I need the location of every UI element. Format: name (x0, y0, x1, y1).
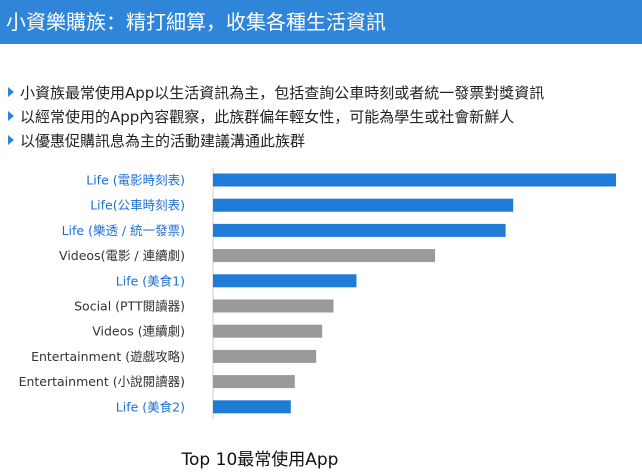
category-label: Life (電影時刻表) (86, 173, 185, 188)
bar-chart: Life (電影時刻表) Life(公車時刻表) Life (樂透 / 統一發票) V… (19, 168, 616, 419)
bar (213, 198, 514, 212)
bullet-item: 以經常使用的App內容觀察，此族群偏年輕女性，可能為學生或社會新鮮人 (8, 104, 638, 128)
category-label: Videos(電影 / 連續劇) (59, 248, 185, 263)
page-title: 小資樂購族：精打細算，收集各種生活資訊 (0, 0, 642, 44)
bar (213, 223, 506, 237)
category-label: Entertainment (小說閱讀器) (19, 374, 185, 389)
category-label: Life (美食2) (116, 399, 185, 414)
bullet-text: 小資族最常使用App以生活資訊為主，包括查詢公車時刻或者統一發票對獎資訊 (20, 83, 545, 102)
category-label: Life (樂透 / 統一發票) (62, 223, 185, 238)
triangle-bullet-icon (8, 87, 14, 97)
bar (213, 324, 323, 338)
bar (213, 349, 317, 363)
bar (213, 375, 295, 389)
bar (213, 299, 334, 313)
category-label: Life(公車時刻表) (90, 198, 185, 213)
bullet-item: 以優惠促購訊息為主的活動建議溝通此族群 (8, 128, 638, 152)
bullet-item: 小資族最常使用App以生活資訊為主，包括查詢公車時刻或者統一發票對獎資訊 (8, 80, 638, 104)
category-label: Social (PTT閱讀器) (74, 299, 185, 314)
bar (213, 173, 616, 187)
triangle-bullet-icon (8, 111, 14, 121)
bar (213, 400, 291, 414)
bullet-text: 以經常使用的App內容觀察，此族群偏年輕女性，可能為學生或社會新鮮人 (20, 107, 515, 126)
chart-title: Top 10最常使用App (181, 450, 339, 470)
category-label: Videos (連續劇) (92, 324, 185, 339)
category-label: Entertainment (遊戲攻略) (31, 349, 185, 364)
triangle-bullet-icon (8, 135, 14, 145)
category-label: Life (美食1) (116, 273, 185, 288)
bullet-list: 小資族最常使用App以生活資訊為主，包括查詢公車時刻或者統一發票對獎資訊 以經常… (8, 80, 638, 152)
bar (213, 249, 436, 263)
bar (213, 274, 357, 288)
bullet-text: 以優惠促購訊息為主的活動建議溝通此族群 (20, 131, 306, 150)
